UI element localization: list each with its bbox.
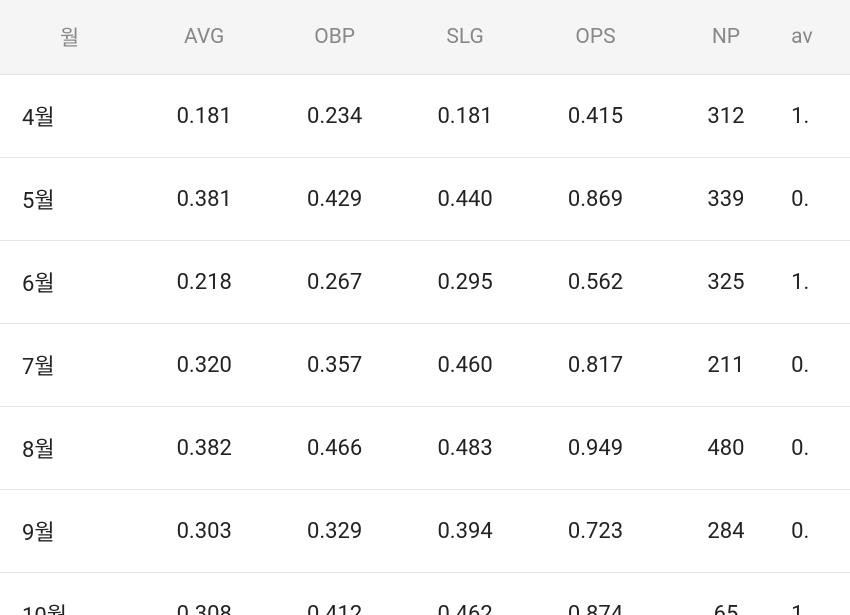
cell-np: 339 (661, 158, 791, 241)
column-header-np[interactable]: NP (661, 0, 791, 75)
cell-obp: 0.234 (269, 75, 399, 158)
cell-ops: 0.415 (530, 75, 660, 158)
cell-month: 4월 (0, 75, 139, 158)
cell-slg: 0.460 (400, 324, 530, 407)
cell-ops: 0.723 (530, 490, 660, 573)
cell-np: 211 (661, 324, 791, 407)
cell-month: 6월 (0, 241, 139, 324)
cell-np: 65 (661, 573, 791, 615)
cell-obp: 0.412 (269, 573, 399, 615)
stats-table-container: 월 AVG OBP SLG OPS NP av 4월 0.181 0.234 0… (0, 0, 850, 615)
table-header: 월 AVG OBP SLG OPS NP av (0, 0, 850, 75)
table-row: 5월 0.381 0.429 0.440 0.869 339 0. (0, 158, 850, 241)
table-row: 7월 0.320 0.357 0.460 0.817 211 0. (0, 324, 850, 407)
cell-avg: 0.218 (139, 241, 269, 324)
cell-av: 1. (791, 75, 850, 158)
cell-obp: 0.267 (269, 241, 399, 324)
cell-avg: 0.381 (139, 158, 269, 241)
cell-slg: 0.440 (400, 158, 530, 241)
cell-av: 1. (791, 241, 850, 324)
cell-month: 8월 (0, 407, 139, 490)
column-header-slg[interactable]: SLG (400, 0, 530, 75)
column-header-ops[interactable]: OPS (530, 0, 660, 75)
table-row: 9월 0.303 0.329 0.394 0.723 284 0. (0, 490, 850, 573)
cell-np: 325 (661, 241, 791, 324)
table-row: 4월 0.181 0.234 0.181 0.415 312 1. (0, 75, 850, 158)
cell-av: 1. (791, 573, 850, 615)
cell-avg: 0.303 (139, 490, 269, 573)
column-header-month[interactable]: 월 (0, 0, 139, 75)
cell-av: 0. (791, 407, 850, 490)
cell-np: 284 (661, 490, 791, 573)
column-header-av[interactable]: av (791, 0, 850, 75)
cell-ops: 0.874 (530, 573, 660, 615)
table-body: 4월 0.181 0.234 0.181 0.415 312 1. 5월 0.3… (0, 75, 850, 615)
cell-slg: 0.483 (400, 407, 530, 490)
cell-avg: 0.382 (139, 407, 269, 490)
cell-slg: 0.295 (400, 241, 530, 324)
cell-slg: 0.462 (400, 573, 530, 615)
cell-ops: 0.949 (530, 407, 660, 490)
cell-obp: 0.357 (269, 324, 399, 407)
stats-table: 월 AVG OBP SLG OPS NP av 4월 0.181 0.234 0… (0, 0, 850, 615)
cell-avg: 0.320 (139, 324, 269, 407)
table-row: 6월 0.218 0.267 0.295 0.562 325 1. (0, 241, 850, 324)
cell-ops: 0.869 (530, 158, 660, 241)
cell-month: 7월 (0, 324, 139, 407)
column-header-avg[interactable]: AVG (139, 0, 269, 75)
cell-slg: 0.394 (400, 490, 530, 573)
cell-month: 5월 (0, 158, 139, 241)
cell-obp: 0.429 (269, 158, 399, 241)
cell-month: 10월 (0, 573, 139, 615)
cell-obp: 0.466 (269, 407, 399, 490)
table-row: 10월 0.308 0.412 0.462 0.874 65 1. (0, 573, 850, 615)
cell-slg: 0.181 (400, 75, 530, 158)
cell-month: 9월 (0, 490, 139, 573)
cell-av: 0. (791, 158, 850, 241)
cell-avg: 0.308 (139, 573, 269, 615)
cell-av: 0. (791, 324, 850, 407)
cell-np: 480 (661, 407, 791, 490)
cell-np: 312 (661, 75, 791, 158)
cell-avg: 0.181 (139, 75, 269, 158)
cell-ops: 0.562 (530, 241, 660, 324)
table-row: 8월 0.382 0.466 0.483 0.949 480 0. (0, 407, 850, 490)
column-header-obp[interactable]: OBP (269, 0, 399, 75)
cell-obp: 0.329 (269, 490, 399, 573)
cell-av: 0. (791, 490, 850, 573)
cell-ops: 0.817 (530, 324, 660, 407)
table-header-row: 월 AVG OBP SLG OPS NP av (0, 0, 850, 75)
